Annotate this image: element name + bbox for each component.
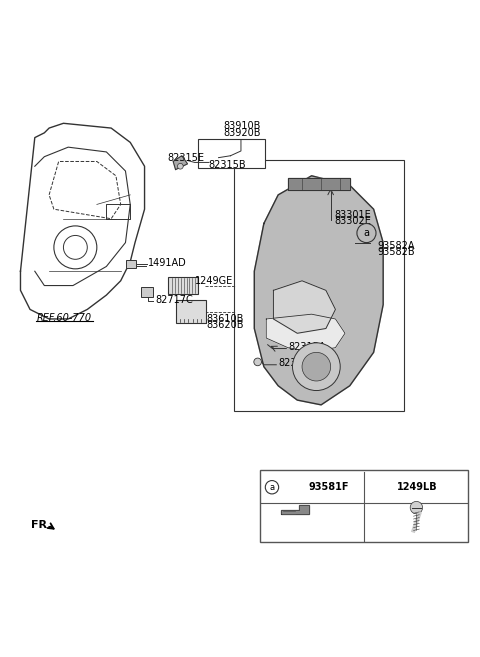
Text: 82315B: 82315B xyxy=(278,358,316,369)
Circle shape xyxy=(292,343,340,390)
Text: 82315A: 82315A xyxy=(288,342,326,351)
Text: 83301E: 83301E xyxy=(335,210,371,220)
FancyBboxPatch shape xyxy=(260,470,468,542)
Bar xyxy=(141,287,153,296)
FancyBboxPatch shape xyxy=(176,300,205,323)
Text: 93582B: 93582B xyxy=(377,247,415,257)
Circle shape xyxy=(254,358,262,366)
Text: 1249GE: 1249GE xyxy=(195,276,233,286)
Text: 1491AD: 1491AD xyxy=(148,258,187,267)
Polygon shape xyxy=(288,178,350,190)
Text: 83610B: 83610B xyxy=(206,314,244,324)
Text: 82717C: 82717C xyxy=(155,295,193,305)
Polygon shape xyxy=(274,281,336,333)
Text: 83620B: 83620B xyxy=(206,320,244,330)
Circle shape xyxy=(410,501,422,514)
Polygon shape xyxy=(254,176,383,405)
Circle shape xyxy=(178,164,183,169)
Text: FR.: FR. xyxy=(31,520,51,530)
Polygon shape xyxy=(266,314,345,352)
Bar xyxy=(126,260,136,268)
Text: a: a xyxy=(269,483,275,491)
Text: 93582A: 93582A xyxy=(377,241,415,251)
Polygon shape xyxy=(173,156,188,170)
Text: 82315E: 82315E xyxy=(168,153,204,163)
Text: 82315B: 82315B xyxy=(208,160,246,170)
Text: 1249LB: 1249LB xyxy=(397,482,438,492)
FancyBboxPatch shape xyxy=(198,139,265,168)
Text: 83920B: 83920B xyxy=(224,127,261,137)
Text: 93581F: 93581F xyxy=(309,482,349,492)
Text: REF.60-770: REF.60-770 xyxy=(37,313,92,323)
FancyBboxPatch shape xyxy=(168,277,198,294)
Text: a: a xyxy=(363,228,370,238)
Text: 83302E: 83302E xyxy=(335,216,372,226)
Polygon shape xyxy=(281,505,309,514)
Text: 83910B: 83910B xyxy=(224,122,261,131)
Circle shape xyxy=(302,352,331,381)
